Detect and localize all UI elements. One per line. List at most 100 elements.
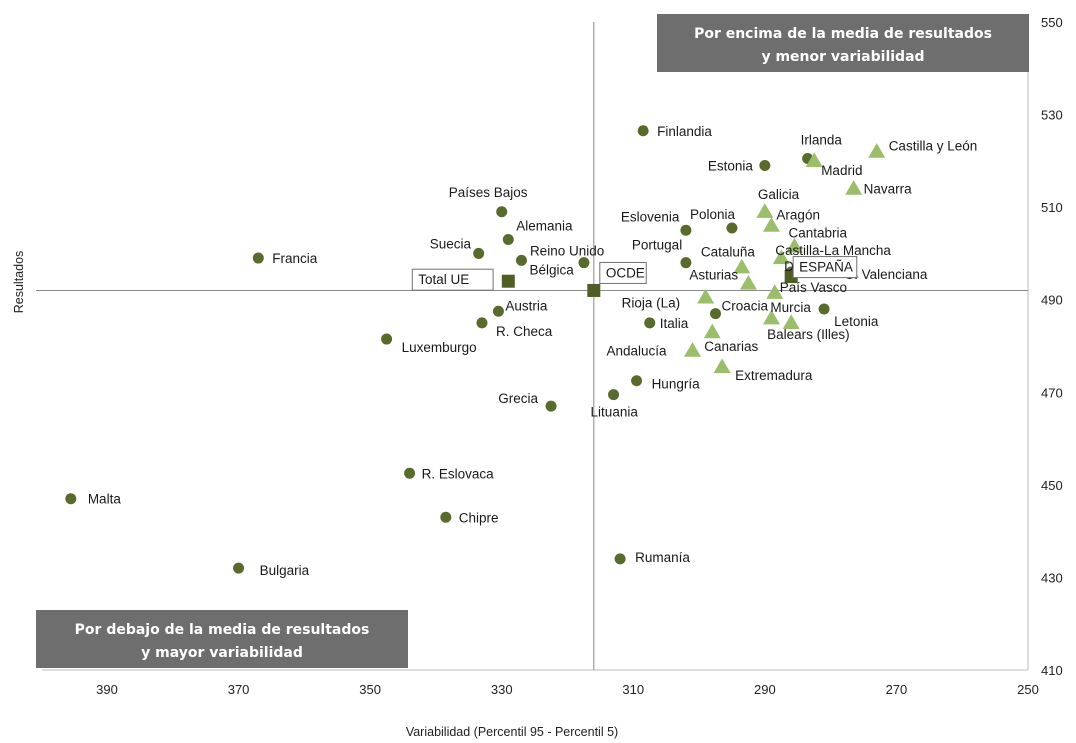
point-andalucia [683,342,701,357]
x-axis-title: Variabilidad (Percentil 95 - Percentil 5… [406,725,618,739]
point-grecia [545,400,557,412]
banner-bottom-left-line1: Por debajo de la media de resultados [75,622,370,638]
banner-top-right: Por encima de la media de resultados y m… [657,14,1029,72]
label-paises-bajos: Países Bajos [449,185,528,200]
data-points [65,125,886,574]
label-r-checa: R. Checa [496,324,553,339]
point-extremadura [713,358,731,373]
point-italia [644,317,656,329]
x-tick-label: 390 [96,682,118,697]
banner-top-right-line2: y menor variabilidad [761,49,924,65]
point-hungria [631,375,643,387]
label-eslovenia: Eslovenia [621,209,680,224]
point-letonia [818,303,830,315]
y-tick-label: 470 [1041,385,1063,400]
point-suecia [473,247,485,259]
point-balears-illes [782,314,800,329]
label-finlandia: Finlandia [657,124,712,139]
point-belgica [515,254,527,266]
point-ocde [587,283,601,297]
label-c-valenciana: C. Valenciana [844,267,928,282]
point-croacia [710,308,722,320]
label-chipre: Chipre [459,510,499,525]
point-rioja-la [697,288,715,304]
banner-top-right-line1: Por encima de la media de resultados [694,26,992,42]
point-galicia [756,203,774,218]
label-luxemburgo: Luxemburgo [402,340,477,355]
label-bulgaria: Bulgaria [260,563,310,578]
point-cataluna [733,258,751,274]
y-tick-label: 530 [1041,108,1063,123]
point-finlandia [637,125,649,137]
x-tick-label: 330 [491,682,513,697]
x-tick-label: 250 [1017,682,1039,697]
point-navarra [845,180,863,195]
label-cantabria: Cantabria [788,225,847,240]
label-alemania: Alemania [516,219,573,234]
label-estonia: Estonia [708,158,754,173]
point-castilla-y-leon [868,143,886,158]
point-alemania [502,234,514,246]
label-cataluna: Cataluña [701,244,756,259]
label-grecia: Grecia [498,391,538,406]
label-canarias: Canarias [704,339,758,354]
point-aragon [762,217,780,232]
banner-bottom-left-line2: y mayor variabilidad [141,645,303,661]
label-espana: ESPAÑA [799,260,853,275]
y-tick-label: 430 [1041,570,1063,585]
point-francia [252,252,264,264]
point-asturias [739,275,757,290]
label-rumania: Rumanía [635,550,690,565]
point-malta [65,493,77,505]
label-castilla-y-leon: Castilla y León [889,139,978,154]
label-box-ocde [599,261,647,284]
y-tick-label: 550 [1041,15,1063,30]
label-total-ue: Total UE [418,272,469,287]
y-tick-label: 450 [1041,478,1063,493]
point-polonia [726,222,738,234]
point-labels: Finlandia Irlanda Estonia Países Bajos Eslov… [88,124,977,578]
label-belgica: Bélgica [529,262,574,277]
point-reino-unido [578,257,590,269]
label-suecia: Suecia [430,236,472,251]
point-estonia [759,159,771,171]
label-rioja-la: Rioja (La) [622,295,681,310]
label-croacia: Croacia [722,299,769,314]
label-pais-vasco: País Vasco [780,280,847,295]
label-portugal: Portugal [632,238,682,253]
point-luxemburgo [381,333,393,345]
point-pais-vasco [766,284,784,299]
label-austria: Austria [505,298,548,313]
point-total-ue [501,274,515,288]
x-tick-label: 350 [359,682,381,697]
label-box-total-ue [411,268,494,291]
point-portugal [680,257,692,269]
label-andalucia: Andalucía [606,344,667,359]
point-eslovenia [680,224,692,236]
point-lituania [608,389,620,401]
label-malta: Malta [88,492,122,507]
label-letonia: Letonia [834,314,879,329]
reference-lines [36,22,1028,670]
label-galicia: Galicia [758,187,800,202]
label-extremadura: Extremadura [735,368,813,383]
label-irlanda: Irlanda [801,133,843,148]
label-italia: Italia [660,316,689,331]
x-tick-label: 290 [754,682,776,697]
label-murcia: Murcia [770,300,811,315]
plot-frame [42,22,1029,671]
label-hungria: Hungría [652,377,701,392]
point-chipre [440,511,452,523]
point-rumania [614,553,626,565]
label-madrid: Madrid [821,163,862,178]
label-r-eslovaca: R. Eslovaca [422,466,495,481]
banner-bottom-left: Por debajo de la media de resultados y m… [36,610,408,668]
point-r-checa [476,317,488,329]
quadrant-banners: Por encima de la media de resultados y m… [36,14,1029,668]
point-bulgaria [233,562,245,574]
label-asturias: Asturias [689,268,738,283]
label-balears-illes: Balears (Illes) [767,327,850,342]
label-francia: Francia [272,251,318,266]
